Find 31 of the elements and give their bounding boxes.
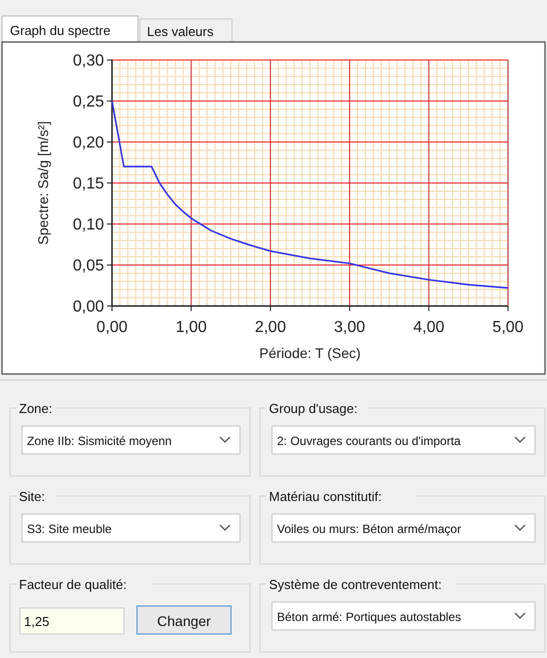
text: Site: [19, 489, 46, 504]
y-tick-label: 0,05 [72, 258, 104, 275]
text: Graph du spectre [10, 23, 110, 38]
y-tick-label: 0,30 [72, 52, 104, 70]
text: Facteur de qualité: [19, 577, 127, 592]
y-tick-label: 0,10 [72, 216, 104, 234]
text: Zone: [19, 401, 52, 416]
x-axis-title: Période: T (Sec) [259, 345, 361, 361]
text: Changer [157, 613, 212, 629]
text: Les valeurs [147, 24, 214, 39]
x-tick-label: 5,00 [492, 319, 524, 336]
x-tick-label: 2,00 [254, 319, 286, 336]
x-tick-label: 0,00 [96, 319, 128, 336]
y-tick-label: 0,00 [72, 298, 104, 316]
x-tick-label: 1,00 [176, 319, 207, 336]
text: Group d'usage: [269, 401, 358, 416]
y-tick-label: 0,15 [72, 176, 104, 193]
text: 2: Ouvrages courants ou d'importa [277, 434, 462, 448]
y-tick-label: 0,20 [72, 134, 104, 152]
text: Système de contreventement: [269, 577, 442, 592]
line-series [111, 100, 509, 289]
text: Béton armé: Portiques autostables [277, 610, 462, 624]
y-tick-label: 0,25 [72, 94, 104, 111]
text: 1,25 [24, 614, 50, 629]
y-axis-title: Spectre: Sa/g [m/s²] [35, 121, 51, 245]
x-tick-label: 3,00 [334, 319, 366, 336]
x-tick-label: 4,00 [413, 319, 444, 336]
text: S3: Site meuble [27, 522, 112, 536]
text: Zone IIb: Sismicité moyenn [27, 434, 172, 448]
text: Matériau constitutif: [269, 489, 382, 504]
text: Voiles ou murs: Béton armé/maçor [277, 522, 462, 536]
